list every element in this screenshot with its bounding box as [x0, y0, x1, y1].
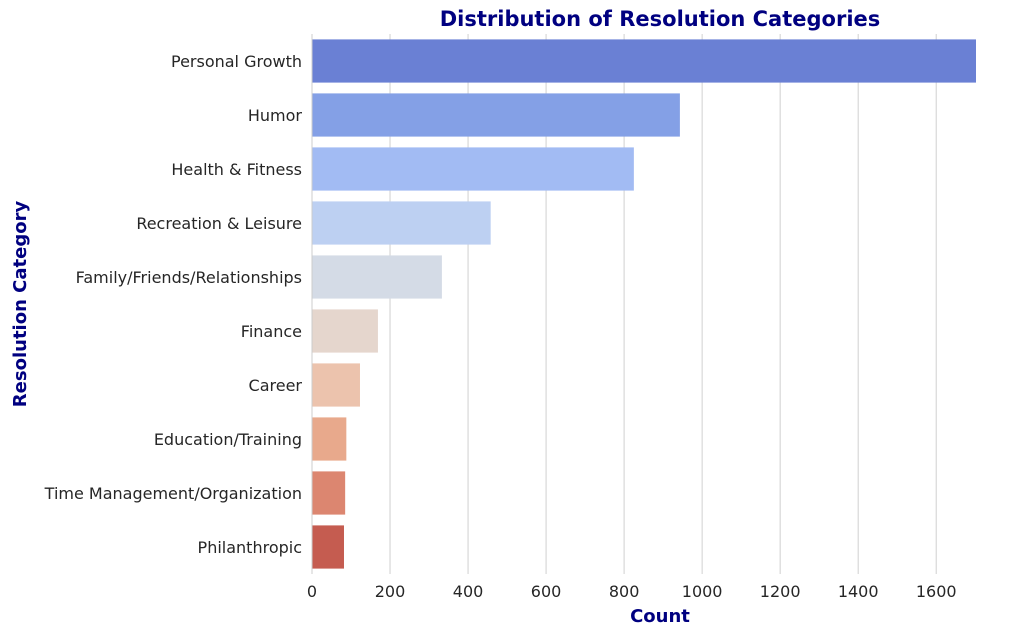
y-tick-label: Family/Friends/Relationships — [76, 268, 302, 287]
y-tick-label: Personal Growth — [171, 52, 302, 71]
x-tick-label: 600 — [531, 582, 562, 601]
x-tick-label: 1600 — [916, 582, 957, 601]
bar-family-friends-relationships — [312, 255, 442, 299]
x-tick-label: 1000 — [682, 582, 723, 601]
x-tick-label: 0 — [307, 582, 317, 601]
y-tick-label: Health & Fitness — [171, 160, 302, 179]
x-tick-label: 1200 — [760, 582, 801, 601]
y-tick-label: Humor — [248, 106, 303, 125]
bar-career — [312, 363, 360, 407]
bars — [312, 39, 976, 569]
y-tick-label: Finance — [241, 322, 302, 341]
x-tick-label: 800 — [609, 582, 640, 601]
x-tick-labels: 0 200 400 600 800 1000 1200 1400 1600 — [307, 582, 957, 601]
y-tick-label: Philanthropic — [198, 538, 302, 557]
y-tick-labels: Personal Growth Humor Health & Fitness Recr… — [44, 52, 303, 557]
chart-title: Distribution of Resolution Categories — [440, 7, 881, 31]
bar-personal-growth — [312, 39, 976, 83]
y-tick-label: Education/Training — [154, 430, 302, 449]
x-tick-label: 1400 — [838, 582, 879, 601]
bar-time-management-organization — [312, 471, 346, 515]
y-tick-label: Time Management/Organization — [44, 484, 302, 503]
bar-finance — [312, 309, 378, 353]
bar-health-fitness — [312, 147, 634, 191]
y-tick-label: Career — [249, 376, 303, 395]
bar-philanthropic — [312, 525, 344, 569]
x-tick-label: 400 — [453, 582, 484, 601]
y-axis-label: Resolution Category — [10, 201, 31, 408]
bar-humor — [312, 93, 680, 137]
x-axis-label: Count — [630, 606, 690, 627]
x-tick-label: 200 — [375, 582, 406, 601]
bar-education-training — [312, 417, 347, 461]
bar-recreation-leisure — [312, 201, 491, 245]
y-tick-label: Recreation & Leisure — [136, 214, 302, 233]
